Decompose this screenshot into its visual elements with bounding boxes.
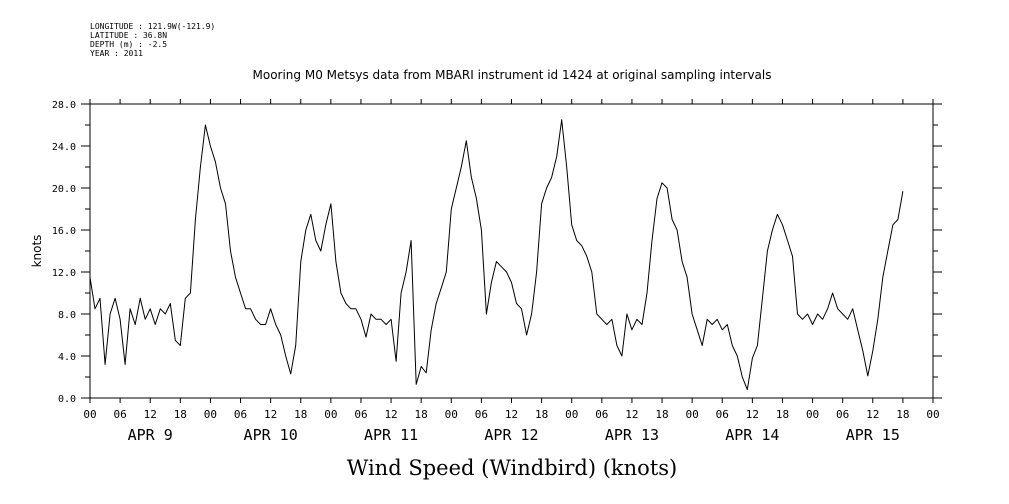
- x-axis-label: Wind Speed (Windbird) (knots): [347, 456, 677, 480]
- x-tick-label: 12: [505, 408, 518, 421]
- x-tick-label: 18: [415, 408, 428, 421]
- x-tick-label: 06: [595, 408, 608, 421]
- y-tick-label: 12.0: [52, 268, 76, 279]
- y-tick-label: 16.0: [52, 226, 76, 237]
- x-tick-label: 12: [866, 408, 879, 421]
- x-tick-label: 06: [113, 408, 126, 421]
- x-tick-label: 00: [686, 408, 699, 421]
- y-tick-label: 28.0: [52, 100, 76, 111]
- x-tick-label: 06: [475, 408, 488, 421]
- x-tick-label: 18: [896, 408, 909, 421]
- x-tick-label: 00: [806, 408, 819, 421]
- y-tick-label: 8.0: [58, 310, 76, 321]
- x-tick-label: 18: [174, 408, 187, 421]
- x-tick-label: 00: [565, 408, 578, 421]
- day-label: APR 12: [484, 426, 538, 444]
- x-tick-label: 12: [384, 408, 397, 421]
- latitude-text: LATITUDE : 36.8N: [90, 31, 168, 40]
- x-tick-label: 00: [324, 408, 337, 421]
- day-label: APR 9: [128, 426, 173, 444]
- x-tick-label: 06: [354, 408, 367, 421]
- depth-text: DEPTH (m) : -2.5: [90, 40, 168, 49]
- year-text: YEAR : 2011: [90, 49, 143, 58]
- metadata-block: LONGITUDE : 121.9W(-121.9) LATITUDE : 36…: [90, 22, 215, 58]
- y-tick-label: 4.0: [58, 352, 76, 363]
- x-tick-label: 12: [625, 408, 638, 421]
- x-tick-label: 12: [264, 408, 277, 421]
- x-tick-label: 00: [83, 408, 96, 421]
- chart-title: Mooring M0 Metsys data from MBARI instru…: [253, 68, 772, 82]
- x-tick-label: 06: [234, 408, 247, 421]
- x-tick-label: 12: [144, 408, 157, 421]
- day-label: APR 15: [846, 426, 900, 444]
- wind-speed-series-line: [89, 119, 904, 391]
- x-tick-label: 00: [445, 408, 458, 421]
- x-tick-label: 12: [746, 408, 759, 421]
- x-tick-label: 00: [204, 408, 217, 421]
- x-tick-label: 18: [535, 408, 548, 421]
- y-tick-label: 20.0: [52, 184, 76, 195]
- plot-frame: [89, 103, 934, 399]
- y-tick-label: 24.0: [52, 142, 76, 153]
- longitude-text: LONGITUDE : 121.9W(-121.9): [90, 22, 216, 31]
- y-tick-label: 0.0: [58, 394, 76, 405]
- x-tick-label: 06: [836, 408, 849, 421]
- x-tick-label: 06: [716, 408, 729, 421]
- day-label: APR 10: [244, 426, 298, 444]
- series-group: [89, 119, 904, 391]
- x-tick-label: 18: [655, 408, 668, 421]
- day-label: APR 13: [605, 426, 659, 444]
- x-axis: 00 06 12 18 00 06 12 18 00 06 12 18 00 06 12 18 00 06 12 18…: [83, 99, 940, 444]
- day-label: APR 11: [364, 426, 418, 444]
- x-tick-label: 18: [294, 408, 307, 421]
- x-tick-label: 18: [776, 408, 789, 421]
- y-axis: 0.0 4.0 8.0 12.0 16.0 20.0 24.0 28.0: [52, 100, 942, 405]
- y-axis-label: knots: [30, 235, 44, 268]
- x-tick-label: 00: [926, 408, 939, 421]
- day-label: APR 14: [725, 426, 779, 444]
